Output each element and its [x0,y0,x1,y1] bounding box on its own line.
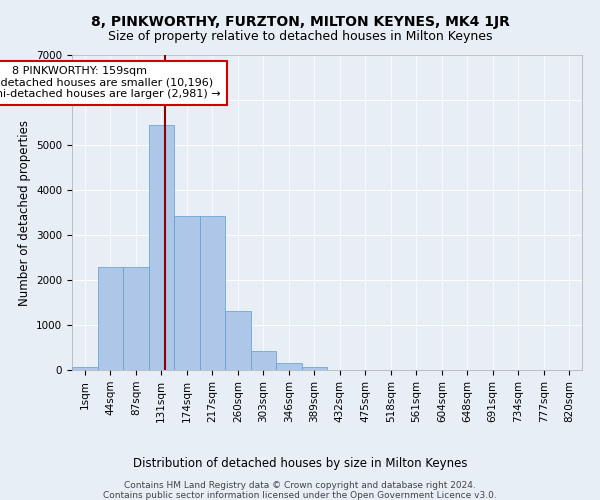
Bar [72,367,97,370]
Text: Size of property relative to detached houses in Milton Keynes: Size of property relative to detached ho… [108,30,492,43]
Text: Distribution of detached houses by size in Milton Keynes: Distribution of detached houses by size … [133,458,467,470]
Bar [276,363,302,370]
Bar [149,124,174,370]
Bar [302,368,327,370]
Bar [97,266,123,370]
Bar [251,350,276,370]
Text: 8 PINKWORTHY: 159sqm
← 77% of detached houses are smaller (10,196)
23% of semi-d: 8 PINKWORTHY: 159sqm ← 77% of detached h… [0,66,221,100]
Text: Contains HM Land Registry data © Crown copyright and database right 2024.: Contains HM Land Registry data © Crown c… [124,481,476,490]
Text: Contains public sector information licensed under the Open Government Licence v3: Contains public sector information licen… [103,491,497,500]
Text: 8, PINKWORTHY, FURZTON, MILTON KEYNES, MK4 1JR: 8, PINKWORTHY, FURZTON, MILTON KEYNES, M… [91,15,509,29]
Bar [225,310,251,370]
Bar [199,216,225,370]
Y-axis label: Number of detached properties: Number of detached properties [17,120,31,306]
Bar [174,216,199,370]
Bar [123,266,149,370]
